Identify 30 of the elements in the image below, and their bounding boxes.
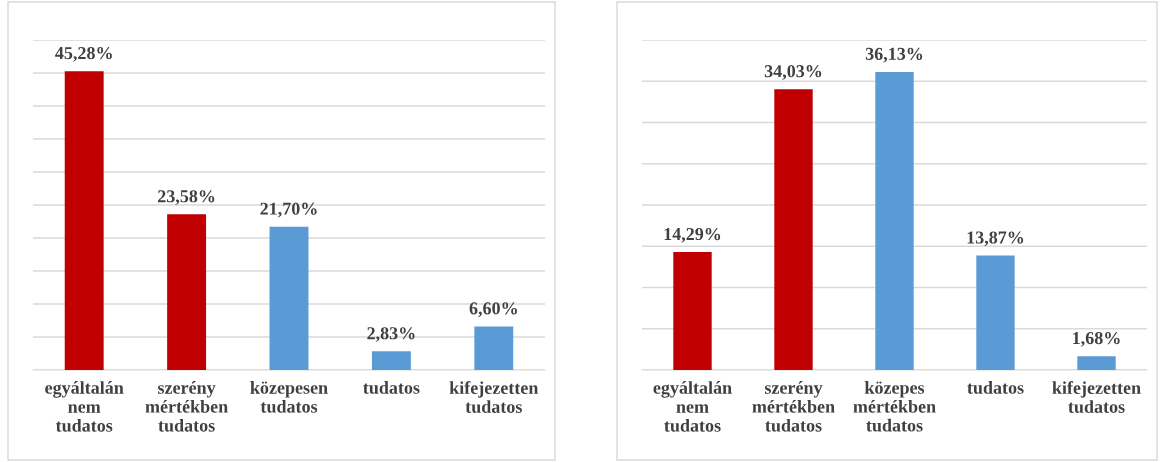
x-tick-label: kifejezetten tudatos (449, 381, 539, 413)
x-tick-label: tudatos (967, 381, 1024, 394)
bar (269, 226, 309, 370)
x-tick-label: kifejezetten tudatos (1052, 381, 1141, 413)
bar (875, 71, 914, 370)
bar (774, 89, 813, 370)
data-label: 13,87% (967, 231, 1024, 247)
data-label: 45,28% (55, 46, 112, 62)
bar (1077, 356, 1116, 370)
bar (474, 326, 514, 370)
x-tick-label: tudatos (363, 381, 420, 394)
x-tick-label: közepesen tudatos (250, 381, 328, 413)
data-label: 2,83% (367, 327, 415, 342)
data-label: 14,29% (664, 227, 721, 243)
data-label: 21,70% (260, 202, 317, 218)
bar (64, 71, 104, 370)
x-tick-label: egyáltalán nem tudatos (653, 381, 732, 432)
bar (673, 252, 712, 370)
bar (371, 351, 411, 370)
bar (976, 255, 1015, 370)
data-label: 23,58% (158, 190, 215, 205)
x-tick-label: szerény mértékben tudatos (145, 381, 228, 432)
x-tick-label: egyáltalán nem tudatos (45, 381, 124, 432)
data-label: 1,68% (1073, 331, 1120, 347)
data-label: 36,13% (865, 47, 923, 63)
data-label: 34,03% (764, 65, 822, 80)
data-label: 6,60% (469, 302, 517, 318)
bar (167, 214, 207, 370)
x-tick-label: közepes mértékben tudatos (853, 381, 936, 432)
x-tick-label: szerény mértékben tudatos (752, 381, 835, 432)
